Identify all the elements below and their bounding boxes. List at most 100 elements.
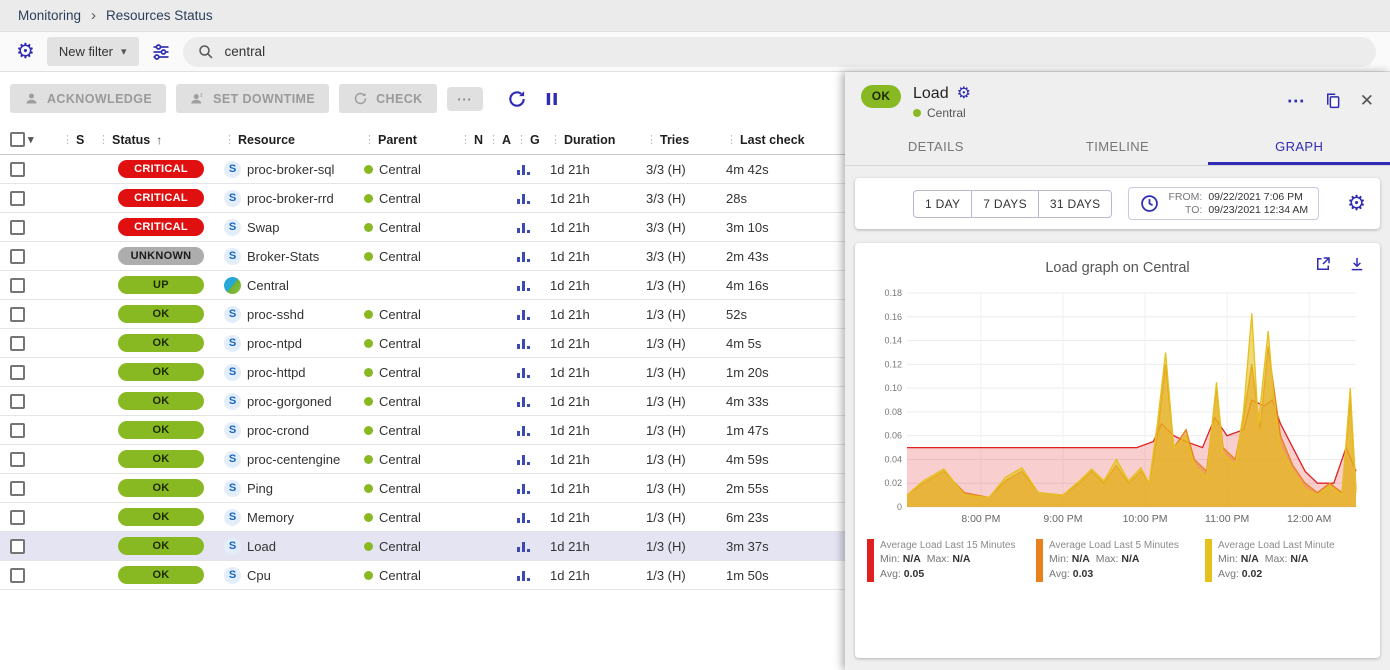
tab-details[interactable]: DETAILS [907,139,964,154]
row-checkbox[interactable] [10,277,25,293]
row-checkbox[interactable] [10,509,25,525]
graph-icon[interactable] [516,191,550,205]
table-row[interactable]: OK S Load Central 1d 21h 1/3 (H) 3m 37s [0,532,845,561]
graph-settings-gear-icon[interactable]: ⚙ [1347,192,1366,215]
legend-item-load15[interactable]: Average Load Last 15 Minutes Min: N/A Ma… [867,539,1030,583]
row-checkbox[interactable] [10,422,25,438]
row-checkbox[interactable] [10,393,25,409]
parent-name[interactable]: Central [379,509,421,525]
resource-name[interactable]: proc-crond [247,422,310,438]
resource-name[interactable]: Load [247,538,276,554]
resource-name[interactable]: Swap [247,219,280,235]
graph-icon[interactable] [516,394,550,408]
tab-timeline[interactable]: TIMELINE [1085,139,1150,154]
row-checkbox[interactable] [10,190,25,206]
custom-time-range[interactable]: FROM: 09/22/2021 7:06 PM TO: 09/23/2021 … [1128,187,1320,220]
close-panel-icon[interactable]: ✕ [1359,91,1374,110]
load-graph-svg[interactable]: 0 0.02 0.04 0.06 0.08 0.10 0.12 0.14 0.16 0.18 8:0… [867,283,1368,533]
resource-name[interactable]: proc-broker-rrd [247,190,334,206]
graph-icon[interactable] [516,423,550,437]
resource-name[interactable]: proc-httpd [247,364,306,380]
table-row[interactable]: CRITICAL S Swap Central 1d 21h 3/3 (H) 3… [0,213,845,242]
parent-name[interactable]: Central [379,451,421,467]
row-checkbox[interactable] [10,306,25,322]
graph-icon[interactable] [516,336,550,350]
column-header-status[interactable]: ⋮ Status ↑ [98,132,163,147]
graph-icon[interactable] [516,278,550,292]
column-header-tries[interactable]: ⋮ Tries [646,132,690,147]
search-input[interactable] [222,43,1362,60]
table-row[interactable]: OK S proc-crond Central 1d 21h 1/3 (H) 1… [0,416,845,445]
column-header-action[interactable]: ⋮ A [488,132,512,147]
parent-name[interactable]: Central [379,190,421,206]
resource-name[interactable]: proc-broker-sql [247,161,335,177]
graph-icon[interactable] [516,249,550,263]
resource-name[interactable]: proc-ntpd [247,335,302,351]
table-row[interactable]: OK S proc-httpd Central 1d 21h 1/3 (H) 1… [0,358,845,387]
range-1day-button[interactable]: 1 DAY [913,189,973,218]
parent-name[interactable]: Central [379,567,421,583]
copy-link-icon[interactable] [1324,92,1342,110]
resource-name[interactable]: proc-sshd [247,306,305,322]
select-menu-chevron-icon[interactable]: ▾ [28,134,34,146]
row-checkbox[interactable] [10,219,25,235]
range-31days-button[interactable]: 31 DAYS [1037,189,1113,218]
resource-name[interactable]: Broker-Stats [247,248,320,264]
parent-name[interactable]: Central [379,422,421,438]
row-checkbox[interactable] [10,248,25,264]
graph-icon[interactable] [516,481,550,495]
resource-name[interactable]: Ping [247,480,274,496]
breadcrumb-monitoring[interactable]: Monitoring [18,8,82,23]
panel-settings-gear-icon[interactable]: ⚙ [956,85,971,102]
acknowledge-button[interactable]: ACKNOWLEDGE [10,84,167,113]
resource-name[interactable]: Memory [247,509,294,525]
resource-name[interactable]: Central [247,277,289,293]
parent-name[interactable]: Central [379,161,421,177]
check-button[interactable]: CHECK [339,84,437,113]
panel-more-icon[interactable]: ⋯ [1286,90,1306,111]
graph-icon[interactable] [516,220,550,234]
refresh-icon[interactable] [507,89,527,109]
table-row[interactable]: OK S proc-gorgoned Central 1d 21h 1/3 (H… [0,387,845,416]
parent-name[interactable]: Central [379,480,421,496]
pause-icon[interactable] [543,90,561,108]
row-checkbox[interactable] [10,567,25,583]
parent-name[interactable]: Central [379,248,421,264]
more-actions-button[interactable]: ⋯ [446,86,483,111]
column-header-graph[interactable]: ⋮ G [516,132,540,147]
breadcrumb-resources-status[interactable]: Resources Status [106,8,213,23]
tab-graph[interactable]: GRAPH [1208,128,1390,165]
graph-icon[interactable] [516,539,550,553]
filter-settings-gear-icon[interactable]: ⚙ [16,40,35,63]
select-all-checkbox[interactable] [10,132,25,147]
search-box[interactable] [182,36,1376,67]
column-header-notes[interactable]: ⋮ N [460,132,484,147]
download-icon[interactable] [1348,255,1366,273]
graph-icon[interactable] [516,452,550,466]
table-row[interactable]: OK S Cpu Central 1d 21h 1/3 (H) 1m 50s [0,561,845,590]
parent-name[interactable]: Central [379,393,421,409]
table-row[interactable]: UP Central 1d 21h 1/3 (H) 4m 16s [0,271,845,300]
filter-tune-icon[interactable] [151,42,171,62]
table-row[interactable]: OK S proc-ntpd Central 1d 21h 1/3 (H) 4m… [0,329,845,358]
column-header-resource[interactable]: ⋮ Resource [224,132,295,147]
graph-icon[interactable] [516,365,550,379]
legend-item-load5[interactable]: Average Load Last 5 Minutes Min: N/A Max… [1036,539,1199,583]
graph-icon[interactable] [516,568,550,582]
parent-name[interactable]: Central [379,335,421,351]
row-checkbox[interactable] [10,480,25,496]
column-header-duration[interactable]: ⋮ Duration [550,132,616,147]
graph-icon[interactable] [516,510,550,524]
resource-name[interactable]: Cpu [247,567,271,583]
table-row[interactable]: CRITICAL S proc-broker-rrd Central 1d 21… [0,184,845,213]
parent-name[interactable]: Central [379,306,421,322]
table-row[interactable]: UNKNOWN S Broker-Stats Central 1d 21h 3/… [0,242,845,271]
sort-asc-icon[interactable]: ↑ [156,132,163,147]
resource-name[interactable]: proc-centengine [247,451,341,467]
parent-name[interactable]: Central [379,219,421,235]
row-checkbox[interactable] [10,538,25,554]
table-row[interactable]: OK S Memory Central 1d 21h 1/3 (H) 6m 23… [0,503,845,532]
graph-icon[interactable] [516,162,550,176]
column-header-parent[interactable]: ⋮ Parent [364,132,417,147]
parent-name[interactable]: Central [379,364,421,380]
